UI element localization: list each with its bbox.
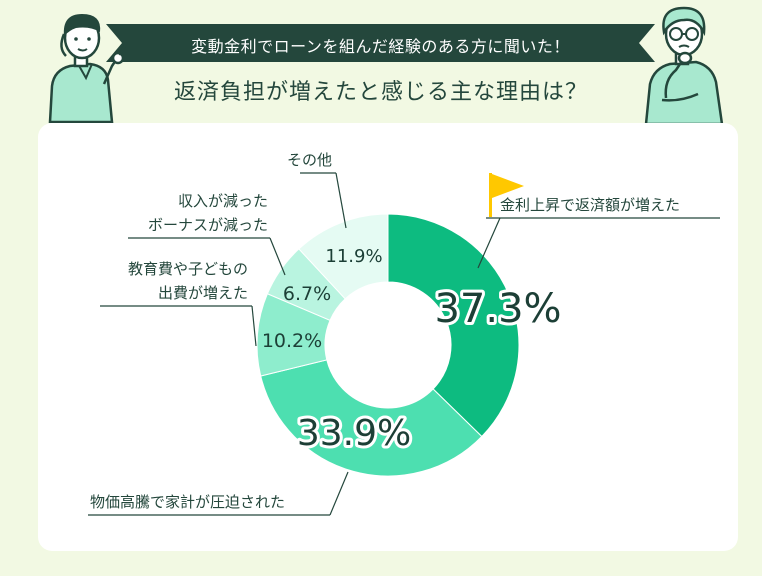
category-label-4-2: ボーナスが減った	[148, 216, 268, 234]
question-banner: 変動金利でローンを組んだ経験のある方に聞いた！	[106, 24, 655, 62]
leader-line-5-2	[335, 172, 347, 229]
category-label-1-1: 金利上昇で返済額が増えた	[500, 196, 680, 214]
category-label-5-1: その他	[287, 151, 332, 169]
flag-pole	[489, 173, 492, 217]
leader-line-3-2	[251, 305, 257, 347]
value-label-1: 37.3%	[434, 286, 561, 332]
leader-line-2-2	[329, 471, 349, 516]
value-label-5: 11.9%	[325, 246, 382, 267]
woman-pointing-illustration	[48, 14, 128, 123]
man-thinking-illustration	[644, 6, 724, 124]
value-label-3: 10.2%	[262, 330, 322, 352]
category-label-3-1: 教育費や子どもの	[128, 260, 248, 278]
page-title: 返済負担が増えたと感じる主な理由は？	[173, 80, 588, 105]
donut-slice-5	[298, 213, 389, 300]
chart-card	[38, 123, 738, 551]
category-label-2-1: 物価高騰で家計が圧迫された	[90, 493, 285, 511]
category-label-3-2: 出費が増えた	[158, 284, 248, 302]
value-label-4: 6.7%	[283, 283, 331, 305]
flag-icon	[492, 174, 524, 198]
donut-slice-2	[260, 359, 483, 477]
value-label-2: 33.9%	[297, 413, 411, 454]
category-label-4-1: 収入が減った	[178, 192, 268, 210]
banner-text: 変動金利でローンを組んだ経験のある方に聞いた！	[191, 37, 570, 56]
leader-line-4-2	[269, 237, 286, 276]
leader-line-1-2	[477, 217, 501, 269]
donut-slice-1	[387, 213, 520, 438]
